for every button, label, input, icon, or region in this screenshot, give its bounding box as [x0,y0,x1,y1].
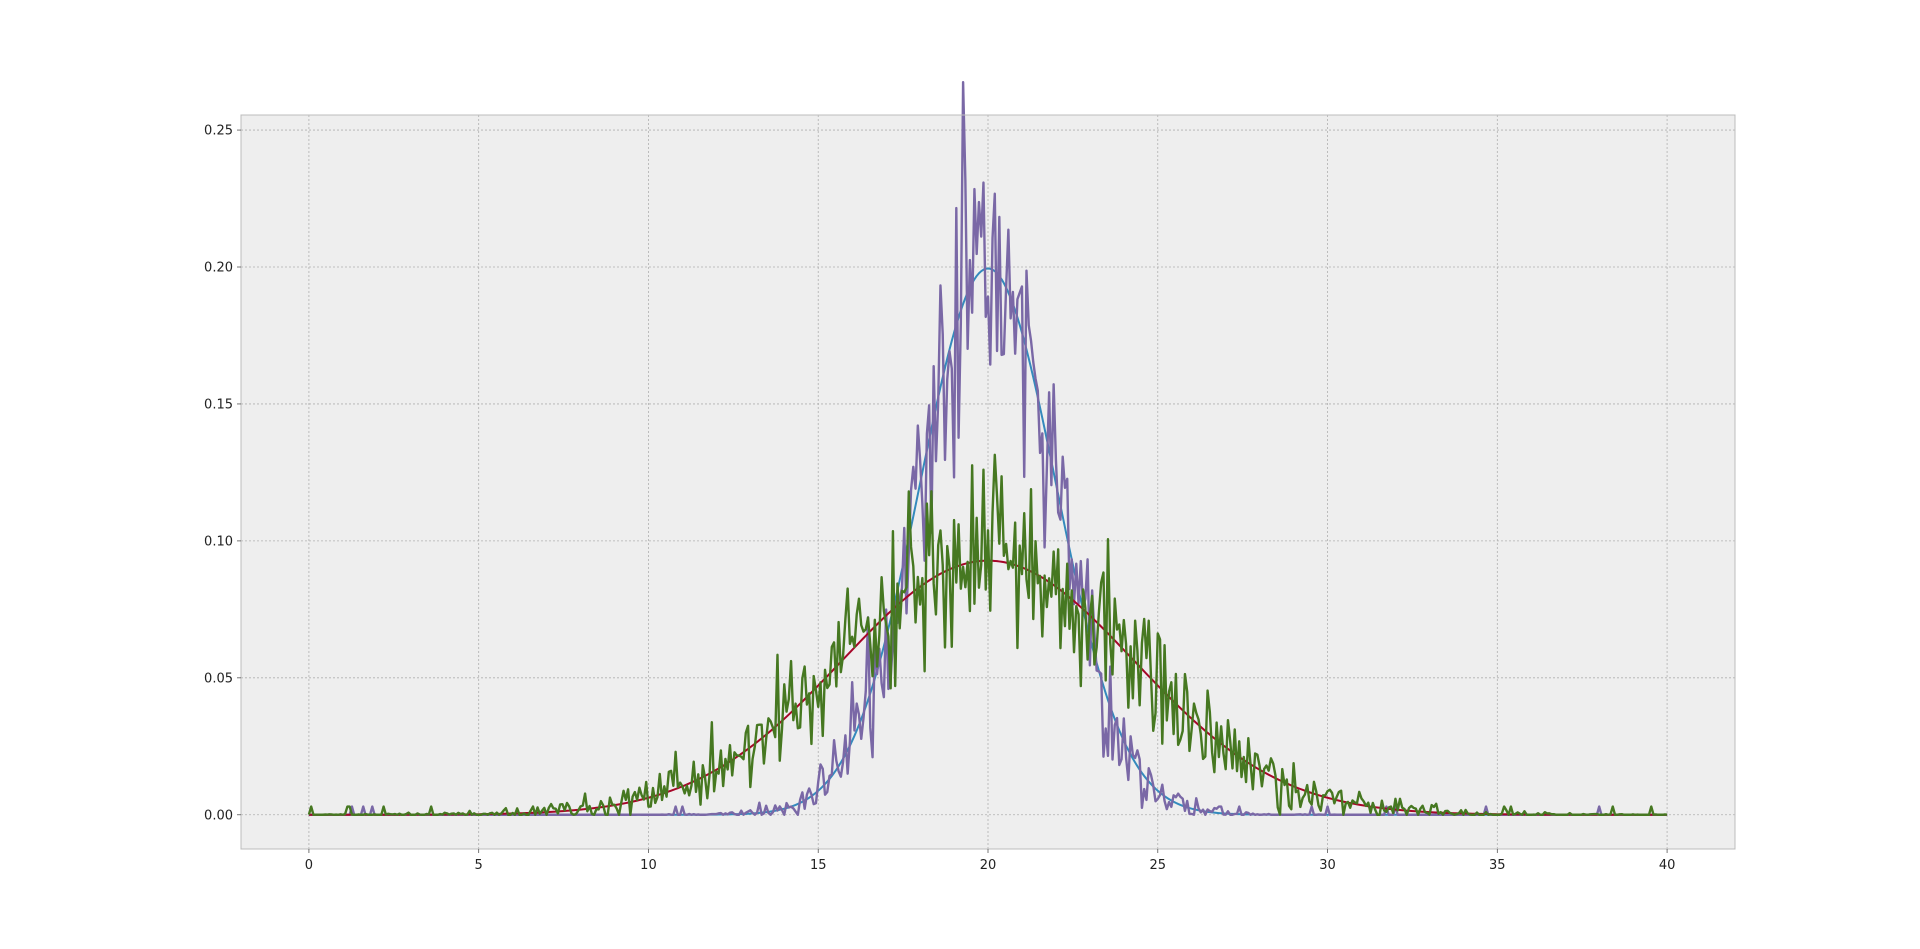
x-tick-label: 25 [1149,858,1166,873]
y-tick-label: 0.15 [204,397,233,412]
x-tick-label: 20 [980,858,997,873]
x-tick-label: 15 [810,858,827,873]
x-tick-label: 5 [475,858,483,873]
x-tick-label: 30 [1319,858,1336,873]
x-tick-label: 10 [640,858,657,873]
plot-area [241,115,1735,849]
x-tick-label: 40 [1659,858,1676,873]
x-tick-label: 0 [305,858,313,873]
x-axis-ticks: 0 5 10 15 20 25 30 35 40 [305,849,1676,873]
series-lines [307,80,1668,816]
y-tick-label: 0.25 [204,124,233,139]
x-tick-label: 35 [1489,858,1506,873]
y-tick-label: 0.00 [204,808,233,823]
y-tick-label: 0.10 [204,534,233,549]
y-tick-label: 0.05 [204,671,233,686]
series-line-4 [307,453,1668,816]
y-axis-ticks: 0.00 0.05 0.10 0.15 0.20 0.25 [204,124,241,823]
y-tick-label: 0.20 [204,261,233,276]
